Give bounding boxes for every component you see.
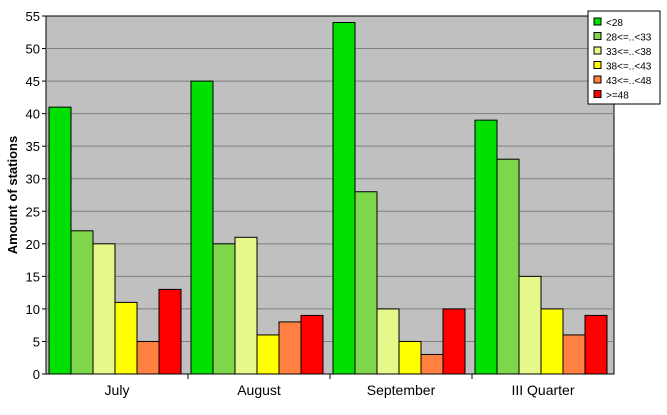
bars: [48, 22, 608, 375]
legend-swatch: [593, 90, 602, 98]
y-tick-label: 10: [26, 302, 40, 317]
bar: [376, 308, 400, 375]
bar: [190, 80, 214, 375]
bar: [92, 243, 116, 375]
y-axis-title: Amount of stations: [5, 136, 20, 254]
x-category-label: July: [105, 382, 130, 398]
y-tick-label: 30: [26, 172, 40, 187]
x-axis-categories: July August September III Quarter: [105, 374, 575, 398]
legend-swatch: [593, 17, 602, 26]
bar: [70, 230, 94, 375]
bar: [420, 353, 444, 375]
x-category-label: September: [367, 382, 436, 398]
y-axis-ticks: 0 5 10 15 20 25 30 35 40 45 50 55: [26, 9, 46, 382]
legend-swatch: [593, 61, 602, 69]
bar: [300, 314, 324, 375]
legend-label: 43<=..<48: [606, 76, 652, 87]
bar: [442, 308, 466, 375]
bar: [354, 191, 378, 375]
bar: [584, 314, 608, 375]
x-category-label: August: [237, 382, 281, 398]
bar: [496, 158, 520, 375]
legend-label: 28<=..<33: [606, 33, 652, 44]
y-tick-label: 5: [33, 334, 40, 349]
y-tick-label: 40: [26, 107, 40, 122]
bar: [474, 119, 498, 375]
y-tick-label: 15: [26, 269, 40, 284]
y-tick-label: 55: [26, 9, 40, 24]
y-tick-label: 0: [33, 367, 40, 382]
legend-swatch: [593, 32, 602, 40]
bar: [332, 22, 356, 375]
y-tick-label: 20: [26, 237, 40, 252]
bar: [256, 334, 280, 375]
bar: [234, 236, 258, 375]
bar: [398, 340, 422, 375]
legend-label: <28: [606, 18, 623, 29]
y-tick-label: 35: [26, 139, 40, 154]
bar: [48, 106, 72, 375]
y-tick-label: 25: [26, 204, 40, 219]
bar: [562, 334, 586, 375]
bar: [136, 340, 160, 375]
bar: [114, 301, 138, 375]
bar: [212, 243, 236, 375]
legend: <28 28<=..<33 33<=..<38 38<=..<43 43<=..<48 >…: [587, 10, 661, 105]
legend-box: [587, 10, 661, 105]
legend-label: >=48: [606, 91, 629, 102]
bar: [540, 308, 564, 375]
legend-label: 38<=..<43: [606, 62, 652, 73]
legend-label: 33<=..<38: [606, 47, 652, 58]
bar: [158, 288, 182, 375]
bar: [518, 275, 542, 375]
x-category-label: III Quarter: [511, 382, 574, 398]
legend-swatch: [593, 75, 602, 84]
y-tick-label: 50: [26, 42, 40, 57]
bar: [278, 321, 302, 375]
y-tick-label: 45: [26, 74, 40, 89]
legend-swatch: [593, 46, 602, 55]
